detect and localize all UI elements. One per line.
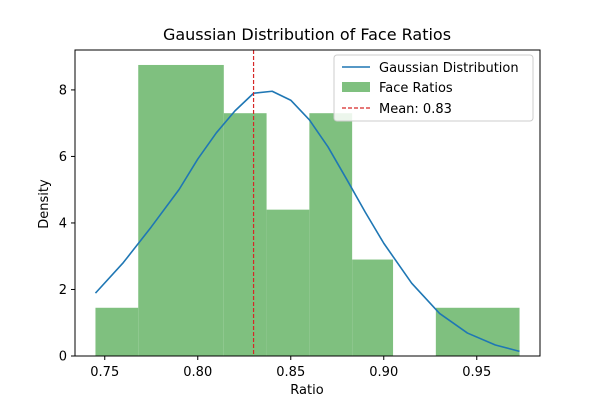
- x-tick-label: 0.90: [369, 365, 398, 380]
- x-tick-label: 0.95: [462, 365, 491, 380]
- x-tick-label: 0.75: [90, 365, 119, 380]
- y-axis-label: Density: [37, 179, 52, 229]
- histogram-bar-4: [309, 113, 353, 357]
- y-tick-label: 8: [59, 83, 67, 98]
- axes: 0.75 0.80 0.85 0.90 0.95 0 2 4 6 8: [59, 49, 541, 380]
- x-axis-label: Ratio: [290, 383, 323, 398]
- histogram-bars: [95, 64, 520, 357]
- legend-hist-swatch: [342, 82, 370, 92]
- y-tick-label: 0: [59, 350, 67, 365]
- gaussian-curve-line: [94, 90, 520, 353]
- histogram-bar-2: [223, 113, 267, 357]
- legend-box: [333, 54, 534, 122]
- gaussian-curve-layer: [94, 90, 520, 353]
- histogram-bar-0: [95, 307, 139, 356]
- x-tick-label: 0.80: [183, 365, 212, 380]
- legend-curve-label: Gaussian Distribution: [379, 61, 519, 76]
- x-tick-label: 0.85: [276, 365, 305, 380]
- y-tick-label: 6: [59, 150, 67, 165]
- y-tick-label: 2: [59, 283, 67, 298]
- legend-hist-label: Face Ratios: [379, 81, 453, 96]
- histogram-bar-5: [352, 259, 394, 356]
- chart-title: Gaussian Distribution of Face Ratios: [163, 25, 451, 44]
- y-tick-label: 4: [59, 216, 67, 231]
- histogram-bar-3: [266, 209, 310, 356]
- plot-frame: [74, 49, 541, 357]
- legend-mean-label: Mean: 0.83: [379, 102, 452, 117]
- histogram-bar-1: [138, 64, 224, 356]
- legend: Gaussian Distribution Face Ratios Mean: 0.…: [333, 54, 534, 122]
